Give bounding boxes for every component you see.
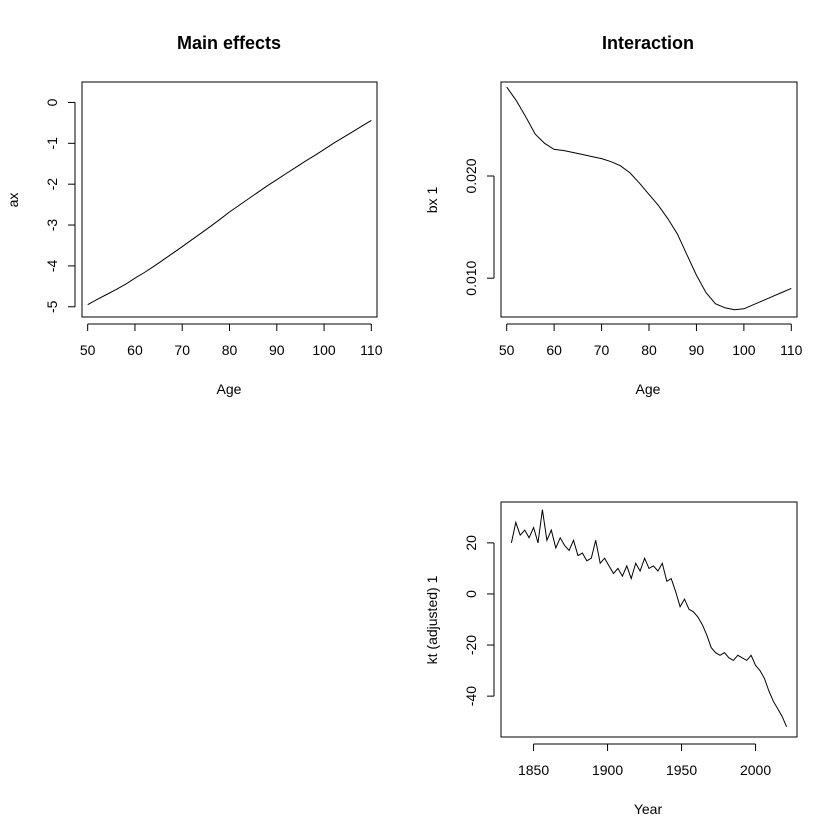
x-tick-label: 60 xyxy=(127,342,143,358)
y-tick-label: -1 xyxy=(44,137,60,150)
plot-frame xyxy=(500,81,798,318)
series-line xyxy=(87,119,372,306)
y-axis-label: kt (adjusted) 1 xyxy=(424,575,440,664)
series-lines xyxy=(87,119,372,306)
plot-frame xyxy=(500,501,798,738)
x-tick-label: 80 xyxy=(641,342,657,358)
tick-labels: 50 60 70 80 90 100 110 0.010 0.020 xyxy=(463,158,803,358)
tick-marks xyxy=(487,542,757,751)
x-tick-label: 50 xyxy=(499,342,515,358)
x-tick-label: 1950 xyxy=(666,762,697,778)
chart-title: Interaction xyxy=(602,33,694,53)
chart-title: Main effects xyxy=(177,33,281,53)
x-tick-label: 2000 xyxy=(740,762,771,778)
x-tick-label: 80 xyxy=(222,342,238,358)
y-tick-label: -2 xyxy=(44,178,60,191)
series-line xyxy=(510,509,788,727)
y-axis-label: bx 1 xyxy=(424,187,440,214)
y-tick-label: -40 xyxy=(463,686,479,706)
x-tick-label: 70 xyxy=(594,342,610,358)
plot-frame xyxy=(81,81,378,318)
x-tick-label: 50 xyxy=(80,342,96,358)
tick-labels: 1850 1900 1950 2000 -40 -20 0 20 xyxy=(463,535,771,778)
x-tick-label: 1850 xyxy=(518,762,549,778)
x-tick-label: 90 xyxy=(269,342,285,358)
y-tick-label: -4 xyxy=(44,259,60,272)
panel-kt: 1850 1900 1950 2000 -40 -20 0 20 Year kt (adjus… xyxy=(424,501,798,817)
y-tick-label: 0 xyxy=(463,590,479,598)
x-axis-label: Year xyxy=(634,801,663,817)
x-tick-label: 100 xyxy=(312,342,336,358)
series-lines xyxy=(506,86,792,311)
y-tick-label: -20 xyxy=(463,635,479,655)
x-tick-label: 70 xyxy=(174,342,190,358)
x-tick-label: 110 xyxy=(360,342,383,358)
x-axis-label: Age xyxy=(217,381,242,397)
y-tick-label: -3 xyxy=(44,219,60,232)
y-axis-label: ax xyxy=(5,193,21,208)
x-tick-label: 1900 xyxy=(592,762,623,778)
x-axis-label: Age xyxy=(636,381,661,397)
x-tick-label: 110 xyxy=(780,342,803,358)
series-line xyxy=(506,86,792,311)
y-tick-label: 0.020 xyxy=(463,158,479,193)
y-tick-label: -5 xyxy=(44,300,60,313)
tick-marks xyxy=(68,101,372,331)
x-tick-label: 100 xyxy=(732,342,756,358)
y-tick-label: 20 xyxy=(463,535,479,551)
tick-marks xyxy=(487,175,792,331)
y-tick-label: 0 xyxy=(44,98,60,106)
x-tick-label: 60 xyxy=(546,342,562,358)
x-tick-label: 90 xyxy=(689,342,705,358)
y-tick-label: 0.010 xyxy=(463,260,479,295)
tick-labels: 50 60 70 80 90 100 110 -5 -4 -3 -2 -1 0 xyxy=(44,98,383,358)
panel-interaction: Interaction 50 60 70 80 90 100 110 0.010 0.020 A… xyxy=(424,33,803,397)
panel-main-effects: Main effects 50 60 70 80 90 100 110 -5 -4 -3 -2 -1 0… xyxy=(5,33,383,397)
series-lines xyxy=(510,509,788,727)
